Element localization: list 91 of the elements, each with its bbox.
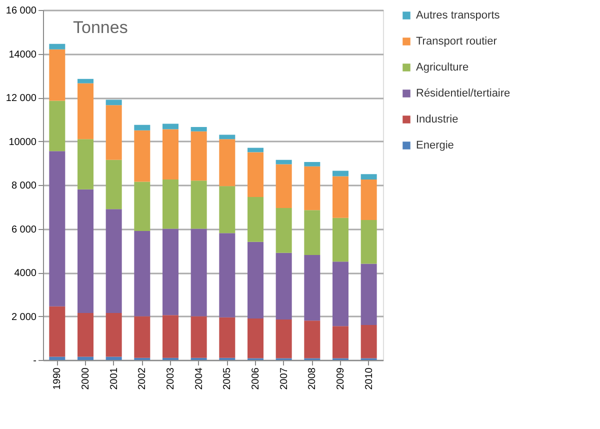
bar xyxy=(190,131,207,181)
legend-label: Transport routier xyxy=(416,36,498,48)
legend-label: Résidentiel/tertiaire xyxy=(416,88,510,100)
bar xyxy=(219,186,236,234)
x-tick-label: 2002 xyxy=(137,367,148,390)
bar xyxy=(106,312,122,357)
y-tick-label: 12 000 xyxy=(6,93,37,104)
bar xyxy=(106,160,122,210)
bar xyxy=(78,139,94,190)
bar xyxy=(360,174,377,180)
bar xyxy=(134,230,150,316)
bar xyxy=(248,197,264,242)
legend-label: Industrie xyxy=(416,114,458,126)
y-tick-label: 4000 xyxy=(14,268,37,279)
bar xyxy=(332,326,348,358)
bar xyxy=(332,170,348,176)
bar xyxy=(304,162,320,166)
bar xyxy=(78,83,94,140)
x-tick-label: 2000 xyxy=(80,367,92,390)
bar xyxy=(219,317,236,358)
bar xyxy=(49,356,66,360)
x-tick-label: 2005 xyxy=(222,367,234,390)
bar xyxy=(248,318,264,358)
bar xyxy=(190,180,207,229)
y-tick-label: 6 000 xyxy=(11,224,37,236)
x-tick-label: 2006 xyxy=(250,367,262,390)
bar xyxy=(190,228,207,316)
annotation: Tonnes xyxy=(73,18,128,37)
bar xyxy=(49,151,66,306)
x-tick-label: 2008 xyxy=(307,367,318,390)
bar xyxy=(162,129,178,180)
bar xyxy=(49,44,66,50)
x-tick-label: 2010 xyxy=(364,367,375,390)
bar xyxy=(106,105,122,160)
bar xyxy=(106,209,122,313)
y-tick-label: 8 000 xyxy=(11,180,37,192)
bar xyxy=(49,306,66,357)
legend-label: Energie xyxy=(416,140,454,152)
x-tick-label: 2003 xyxy=(166,367,176,390)
x-tick-label: 2009 xyxy=(336,367,346,390)
bar xyxy=(78,356,94,360)
bar xyxy=(248,148,264,152)
bar xyxy=(134,124,150,130)
bar xyxy=(332,218,348,262)
x-tick-label: 2001 xyxy=(108,367,120,390)
bar xyxy=(360,180,377,220)
bar xyxy=(162,124,178,130)
x-tick-label: 2007 xyxy=(278,367,290,390)
y-tick-label: 2 000 xyxy=(11,312,37,323)
y-tick-label: - xyxy=(33,356,36,366)
legend-label: Autres transports xyxy=(416,10,500,22)
bar xyxy=(360,325,377,358)
bar xyxy=(219,139,236,186)
bar xyxy=(134,130,150,182)
bar xyxy=(134,182,150,231)
bar xyxy=(276,164,292,208)
bar xyxy=(360,220,377,264)
bar xyxy=(304,255,320,321)
bar xyxy=(248,152,264,198)
y-tick-label: 10000 xyxy=(8,136,37,148)
x-tick-label: 2004 xyxy=(194,367,205,390)
y-tick-label: 14000 xyxy=(8,49,37,60)
bar xyxy=(276,208,292,253)
x-tick-label: 1990 xyxy=(52,367,64,390)
bar xyxy=(219,233,236,318)
bar xyxy=(276,252,292,320)
bar xyxy=(162,180,178,229)
bar xyxy=(304,210,320,255)
bar xyxy=(106,356,122,360)
legend-label: Agriculture xyxy=(416,62,469,74)
bar xyxy=(134,316,150,358)
bar xyxy=(106,100,122,106)
bar xyxy=(332,176,348,218)
bar xyxy=(248,242,264,318)
bar xyxy=(49,49,66,101)
bar xyxy=(276,160,292,164)
bar xyxy=(49,100,66,152)
bar xyxy=(304,166,320,210)
bar xyxy=(304,320,320,358)
bar xyxy=(190,316,207,358)
bar xyxy=(360,264,377,325)
bar xyxy=(276,320,292,358)
bar xyxy=(219,134,236,140)
bar xyxy=(78,189,94,313)
bar xyxy=(78,312,94,357)
bar xyxy=(162,228,178,316)
y-tick-label: 16 000 xyxy=(6,6,37,16)
bar xyxy=(190,127,207,132)
bar xyxy=(162,315,178,358)
bar xyxy=(332,262,348,326)
bar xyxy=(78,78,94,84)
